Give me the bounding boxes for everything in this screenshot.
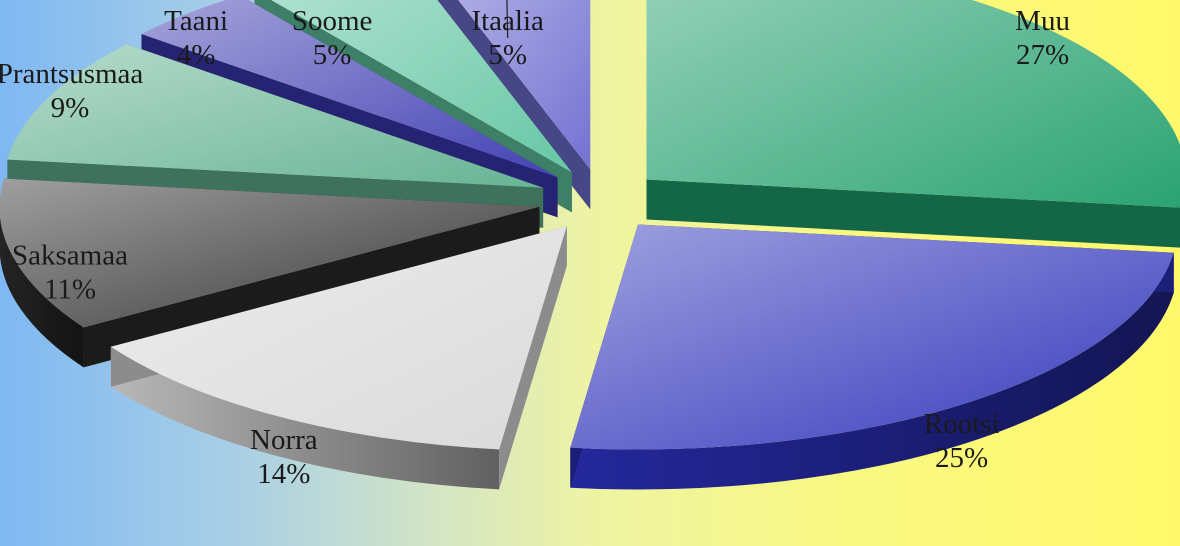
slice-label-norra: Norra: [250, 424, 318, 456]
slice-value-prantsusmaa: 9%: [51, 92, 90, 124]
slice-value-saksamaa: 11%: [44, 273, 96, 305]
slice-label-saksamaa: Saksamaa: [12, 239, 128, 271]
slice-face: [406, 0, 572, 213]
slice-muu: [646, 0, 1180, 248]
slice-top: [110, 226, 567, 450]
slice-wall: [0, 216, 84, 368]
slice-label-prantsusmaa: Prantsusmaa: [0, 58, 143, 90]
slice-label-rootsi: Rootsi: [924, 408, 1000, 440]
slice-top: [458, 0, 591, 170]
slice-rootsi: [570, 224, 1174, 490]
leader-line-itaalia: [506, 0, 509, 39]
slice-wall: [110, 346, 500, 490]
slice-value-itaalia: 5%: [488, 39, 527, 71]
slice-top: [271, 0, 572, 173]
slice-value-soome: 5%: [313, 39, 352, 71]
leader-lines: [506, 0, 509, 39]
slice-wall: [570, 252, 1174, 490]
slice-label-soome: Soome: [292, 5, 373, 37]
slice-value-norra: 14%: [257, 458, 310, 490]
slice-label-taani: Taani: [164, 5, 228, 37]
slice-face: [499, 226, 567, 490]
slice-top: [7, 44, 544, 188]
slice-face: [646, 179, 1180, 248]
slice-top: [141, 0, 558, 178]
slice-top: [570, 224, 1174, 450]
slice-top: [0, 178, 540, 328]
slice-label-itaalia: Itaalia: [471, 5, 544, 37]
slice-top: [646, 0, 1180, 208]
slice-label-muu: Muu: [1015, 5, 1070, 37]
slice-value-muu: 27%: [1016, 39, 1069, 71]
slice-norra: [110, 226, 567, 490]
slice-value-rootsi: 25%: [935, 442, 988, 474]
slice-value-taani: 4%: [177, 39, 216, 71]
slices-layer: [0, 0, 1180, 490]
